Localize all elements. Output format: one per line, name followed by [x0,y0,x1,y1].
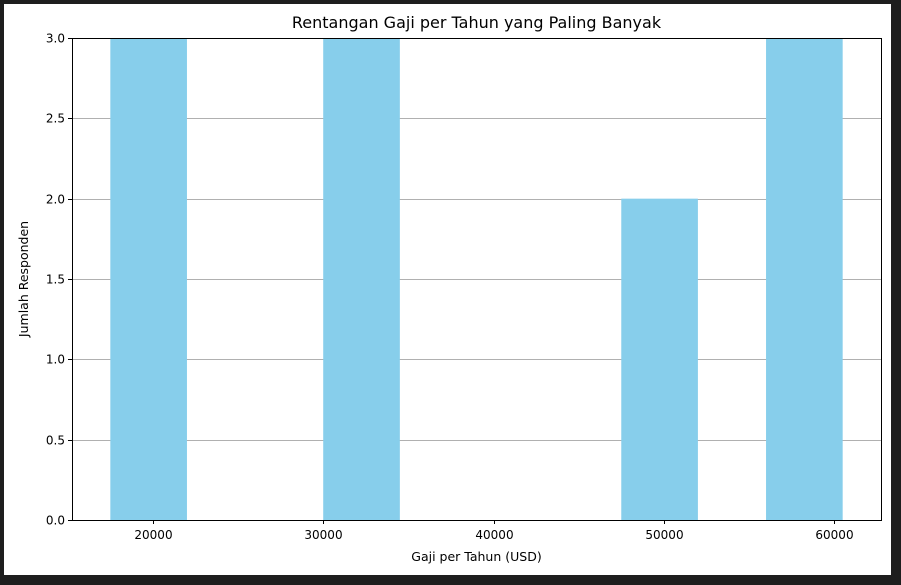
bar-chart: Rentangan Gaji per Tahun yang Paling Ban… [16,13,882,564]
y-tick-label: 1.5 [46,273,65,287]
x-tick-label: 20000 [134,528,172,542]
y-axis-label: Jumlah Responden [16,221,31,338]
bar [766,38,843,520]
y-tick-label: 0.5 [46,434,65,448]
chart-title: Rentangan Gaji per Tahun yang Paling Ban… [292,13,662,32]
bar [323,38,400,520]
bar [110,38,187,520]
grid-lines [72,38,881,521]
plot-frame [72,38,882,521]
bar [621,198,698,520]
y-tick-label: 0.0 [46,514,65,528]
y-tick-label: 2.5 [46,112,65,126]
x-tick-label: 60000 [815,528,853,542]
x-axis-label: Gaji per Tahun (USD) [411,549,541,564]
x-tick-label: 50000 [645,528,683,542]
x-axis-ticks: 20000 30000 40000 50000 60000 [134,520,854,542]
y-tick-label: 3.0 [46,32,65,46]
x-tick-label: 40000 [475,528,513,542]
chart-figure: Rentangan Gaji per Tahun yang Paling Ban… [4,4,891,575]
y-tick-label: 2.0 [46,193,65,207]
x-tick-label: 30000 [304,528,342,542]
y-tick-label: 1.0 [46,353,65,367]
y-axis-ticks: 0.0 0.5 1.0 1.5 2.0 2.5 3.0 [46,32,72,528]
bars [110,38,843,520]
